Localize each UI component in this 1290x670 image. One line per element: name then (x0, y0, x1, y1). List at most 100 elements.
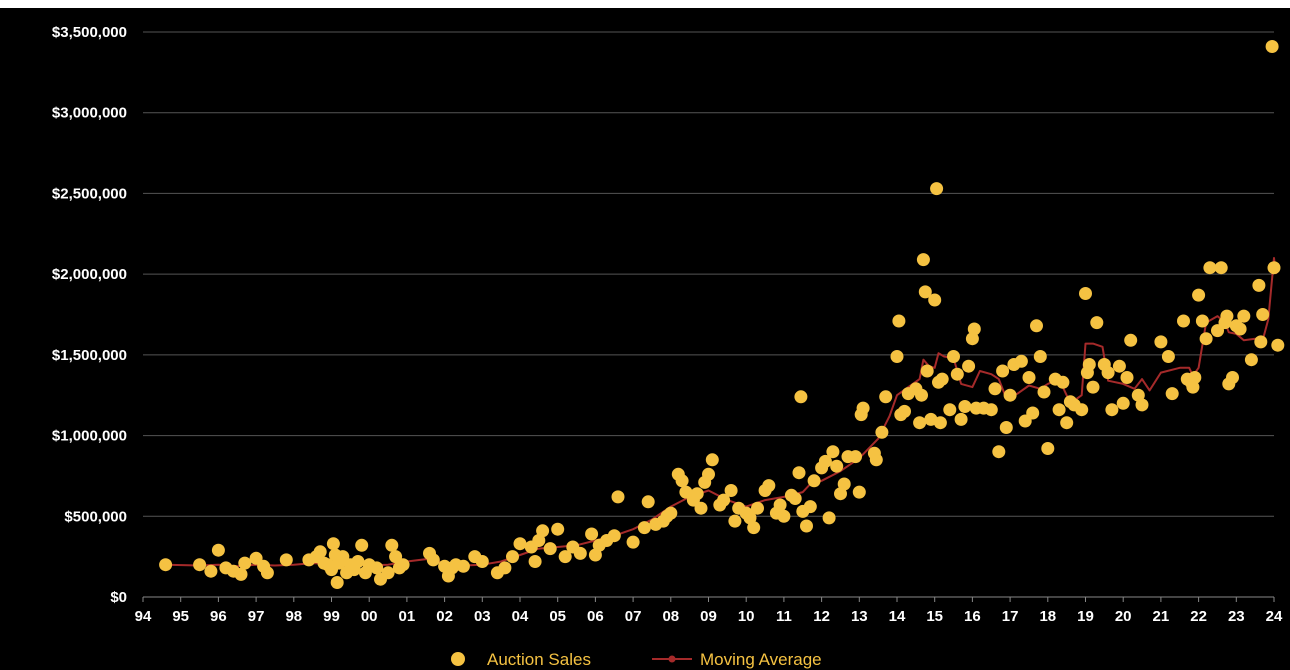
auction-sale-point (773, 498, 787, 512)
x-tick-label: 01 (399, 608, 416, 625)
x-tick-label: 14 (889, 608, 906, 625)
legend-label-auction-sales: Auction Sales (487, 650, 591, 669)
x-tick-label: 00 (361, 608, 378, 625)
auction-sale-point (370, 561, 384, 575)
auction-sale-point (999, 421, 1013, 434)
auction-sale-point (1192, 288, 1206, 302)
x-tick-label: 12 (813, 608, 830, 625)
auction-sale-point (947, 350, 960, 363)
x-tick-label: 18 (1039, 608, 1056, 625)
x-tick-label: 09 (700, 608, 717, 625)
y-tick-label: $2,000,000 (52, 266, 127, 283)
auction-sale-point (664, 506, 678, 520)
auction-sale-point (988, 382, 1002, 396)
auction-sale-point (1154, 335, 1168, 349)
auction-sale-point (1165, 387, 1179, 401)
auction-sale-point (513, 537, 527, 551)
x-tick-label: 10 (738, 608, 755, 625)
auction-sale-point (641, 495, 655, 509)
auction-sale-point (1267, 261, 1281, 275)
auction-sale-point (950, 367, 964, 381)
auction-sale-point (933, 416, 947, 430)
auction-sale-point (1188, 371, 1202, 384)
auction-sale-point (1256, 308, 1270, 321)
auction-sale-point (898, 404, 911, 418)
auction-sale-point (1041, 442, 1055, 455)
y-axis-ticks: $0 $500,000 $1,000,000 $1,500,000 $2,000,000… (52, 24, 127, 606)
y-tick-label: $0 (110, 589, 127, 606)
x-tick-label: 17 (1002, 608, 1019, 625)
auction-sale-point (607, 529, 621, 543)
x-tick-label: 94 (135, 608, 152, 625)
auction-sale-point (705, 453, 719, 467)
auction-sale-point (1199, 332, 1213, 346)
auction-sale-point (326, 537, 340, 551)
auction-sale-point (193, 558, 207, 572)
auction-sale-point (1161, 350, 1175, 363)
auction-sale-point (611, 490, 625, 504)
auction-sale-point (792, 466, 806, 480)
auction-sale-point (958, 400, 972, 413)
auction-sale-point (1237, 309, 1251, 323)
auction-sale-point (818, 454, 832, 468)
x-tick-label: 13 (851, 608, 868, 625)
legend-label-moving-average: Moving Average (700, 650, 822, 669)
x-tick-label: 22 (1190, 608, 1207, 625)
auction-sale-point (1090, 316, 1104, 330)
auction-sale-point (1254, 335, 1268, 349)
auction-sale-point (935, 372, 949, 386)
auction-sale-point (1116, 396, 1130, 410)
auction-sale-point (1086, 380, 1100, 394)
auction-sale-point (1220, 309, 1234, 323)
auction-sale-point (234, 567, 248, 581)
auction-sale-point (800, 519, 813, 533)
auction-sale-point (1022, 371, 1036, 384)
auction-sale-point (928, 293, 942, 307)
auction-sale-point (355, 538, 369, 552)
auction-sale-point (777, 509, 791, 523)
auction-sale-point (1056, 375, 1070, 389)
auction-sale-point (879, 390, 893, 404)
auction-sale-point (1026, 406, 1040, 420)
auction-sale-point (954, 412, 968, 426)
y-tick-label: $3,000,000 (52, 105, 127, 122)
y-tick-label: $3,500,000 (52, 24, 127, 41)
x-tick-label: 16 (964, 608, 981, 625)
auction-sale-point (551, 522, 565, 536)
auction-sale-point (573, 546, 587, 560)
auction-sale-point (967, 322, 981, 336)
auction-sale-point (558, 550, 572, 564)
auction-sale-point (396, 558, 410, 572)
auction-sale-point (1014, 354, 1028, 368)
auction-sale-point (204, 564, 218, 578)
auction-sale-point (260, 566, 274, 580)
y-tick-label: $2,500,000 (52, 185, 127, 202)
auction-sale-point (528, 555, 542, 568)
auction-sale-point (794, 390, 808, 404)
auction-sale-point (837, 477, 851, 491)
auction-sale-point (1214, 261, 1228, 275)
auction-sale-point (159, 558, 173, 572)
x-tick-label: 21 (1153, 608, 1170, 625)
auction-sale-point (1082, 358, 1096, 371)
auction-sale-point (1079, 287, 1092, 300)
auction-sale-point (869, 453, 883, 467)
auction-sale-point (717, 493, 731, 507)
auction-sale-point (852, 485, 866, 499)
auction-sale-point (1112, 359, 1126, 373)
auction-sale-point (826, 445, 840, 459)
auction-sale-point (585, 527, 599, 541)
legend: Auction Sales Moving Average (451, 650, 822, 669)
chart-background (0, 8, 1290, 670)
x-tick-label: 20 (1115, 608, 1132, 625)
auction-sale-point (1271, 338, 1285, 352)
auction-sale-point (1030, 319, 1043, 333)
x-tick-label: 04 (512, 608, 529, 625)
auction-sale-point (690, 487, 704, 501)
auction-sale-point (1203, 261, 1217, 275)
x-tick-label: 98 (285, 608, 302, 625)
x-tick-label: 24 (1266, 608, 1283, 625)
x-tick-label: 99 (323, 608, 340, 625)
x-tick-label: 06 (587, 608, 604, 625)
auction-sale-point (803, 500, 817, 514)
